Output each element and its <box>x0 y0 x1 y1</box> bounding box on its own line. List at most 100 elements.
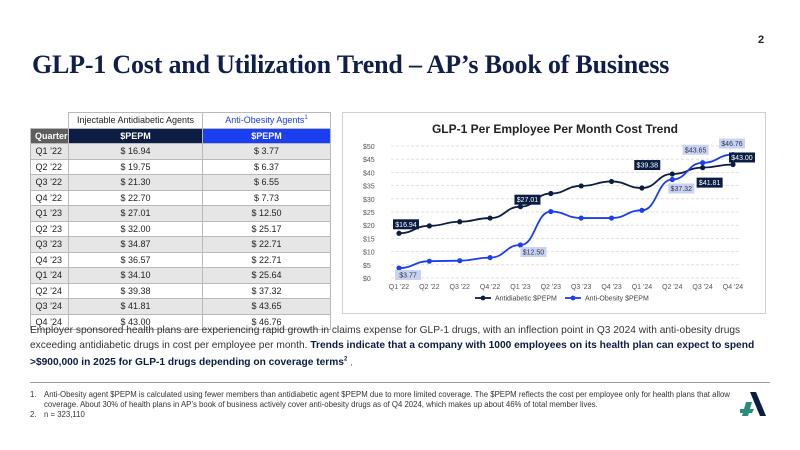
data-label: $27.01 <box>517 197 539 204</box>
quarter-cell: Q1 ’23 <box>30 205 69 222</box>
antidiabetic-cell: $ 22.70 <box>68 189 203 206</box>
table-row: Q4 ’23 $ 36.57 $ 22.71 <box>30 251 331 268</box>
table-row: Q1 ’22 $ 16.94 $ 3.77 <box>30 143 331 160</box>
x-tick-label: Q1 '24 <box>632 284 653 291</box>
y-tick-label: $35 <box>363 184 375 191</box>
summary-bold: Trends indicate that a company with 1000… <box>30 340 755 369</box>
chart-svg: GLP-1 Per Employee Per Month Cost Trend $… <box>363 122 755 303</box>
data-point <box>548 208 554 215</box>
quarter-cell: Q4 ’22 <box>30 189 69 206</box>
antiobesity-cell: $ 22.71 <box>202 236 331 253</box>
y-tick-label: $45 <box>363 157 375 164</box>
data-label-box <box>729 152 755 163</box>
data-label: $16.94 <box>395 222 417 229</box>
data-label-box <box>395 270 421 281</box>
antiobesity-cell: $ 7.73 <box>202 189 331 206</box>
y-tick-label: $10 <box>363 250 375 257</box>
data-point <box>608 178 615 185</box>
quarter-cell: Q4 ’24 <box>30 313 69 330</box>
data-point <box>578 215 584 221</box>
footnote-item: 1. Anti-Obesity agent $PEPM is calculated… <box>30 390 730 410</box>
table-row: Q1 ’23 $ 27.01 $ 12.50 <box>30 205 331 222</box>
data-point <box>457 219 463 225</box>
antiobesity-cell: $ 6.37 <box>202 158 331 175</box>
table-row: Q2 ’24 $ 39.38 $ 37.32 <box>30 282 331 299</box>
quarter-cell: Q2 ’24 <box>30 282 69 299</box>
table-row: Q4 ’24 $ 43.00 $ 46.76 <box>30 313 331 330</box>
data-label: $43.00 <box>731 155 753 162</box>
antiobesity-cell: $ 46.76 <box>202 313 331 330</box>
data-point <box>517 204 524 210</box>
data-point <box>517 242 524 248</box>
table-row: Q3 ’24 $ 41.81 $ 43.65 <box>30 298 331 315</box>
footnote-number: 2. <box>30 410 37 420</box>
legend-label: Anti-Obesity $PEPM <box>585 296 649 303</box>
x-tick-label: Q3 '23 <box>571 284 592 291</box>
table-row: Q1 ’24 $ 34.10 $ 25.64 <box>30 267 331 284</box>
data-label: $39.38 <box>637 163 659 170</box>
quarter-cell: Q3 ’22 <box>30 174 69 191</box>
pepm-table: Injectable Antidiabetic Agents Anti-Obes… <box>30 112 331 330</box>
x-tick-label: Q1 '22 <box>389 284 410 291</box>
quarter-column-header: Quarter <box>30 127 69 144</box>
table-row: Q4 ’22 $ 22.70 $ 7.73 <box>30 189 331 206</box>
footnote-text: n = 323,110 <box>44 410 85 420</box>
antiobesity-cell: $ 22.71 <box>202 251 331 268</box>
antiobesity-cell: $ 25.17 <box>202 220 331 237</box>
data-label: $41.81 <box>699 180 721 187</box>
table-row: Q3 ’22 $ 21.30 $ 6.55 <box>30 174 331 191</box>
data-label-box <box>393 219 419 230</box>
company-logo-icon <box>740 392 766 416</box>
data-label: $12.50 <box>523 250 545 257</box>
data-point <box>669 171 675 177</box>
x-tick-label: Q2 '22 <box>419 284 440 291</box>
footnote-text: Anti-Obesity agent $PEPM is calculated u… <box>44 390 730 410</box>
y-tick-label: $5 <box>363 263 371 270</box>
data-label-box <box>634 160 661 171</box>
x-tick-label: Q3 '24 <box>692 284 713 291</box>
antidiabetic-group-header: Injectable Antidiabetic Agents <box>68 112 203 129</box>
antidiabetic-cell: $ 27.01 <box>68 205 203 222</box>
quarter-cell: Q2 ’23 <box>30 220 69 237</box>
antidiabetic-pepm-header: $PEPM <box>68 127 203 144</box>
chart-title: GLP-1 Per Employee Per Month Cost Trend <box>432 122 678 136</box>
page-title: GLP-1 Cost and Utilization Trend – AP’s … <box>32 50 670 79</box>
data-point <box>700 160 706 166</box>
antidiabetic-cell: $ 41.81 <box>68 298 203 315</box>
summary-end: . <box>347 357 353 369</box>
antiobesity-group-header: Anti-Obesity Agents1 <box>202 112 331 129</box>
antiobesity-cell: $ 6.55 <box>202 174 331 191</box>
data-point <box>578 183 584 189</box>
y-tick-label: $40 <box>363 170 375 177</box>
x-tick-label: Q1 '23 <box>510 284 531 291</box>
data-label: $3.77 <box>399 273 417 280</box>
data-point <box>639 207 645 213</box>
legend-label: Antidiabetic $PEPM <box>495 296 557 303</box>
table-row: Q2 ’22 $ 19.75 $ 6.37 <box>30 158 331 175</box>
y-tick-label: $50 <box>363 144 375 151</box>
quarter-cell: Q3 ’23 <box>30 236 69 253</box>
data-label-box <box>520 247 547 257</box>
page-number: 2 <box>758 34 765 46</box>
table-row: Q2 ’23 $ 32.00 $ 25.17 <box>30 220 331 237</box>
footnote-item: 2. n = 323,110 <box>30 410 730 420</box>
data-point <box>396 265 402 271</box>
antidiabetic-cell: $ 43.00 <box>68 313 203 330</box>
data-label-box <box>719 138 745 149</box>
data-point <box>396 230 402 236</box>
data-point <box>487 215 493 221</box>
x-tick-label: Q3 '22 <box>450 284 471 291</box>
quarter-cell: Q1 ’24 <box>30 267 69 284</box>
data-point <box>548 190 554 197</box>
x-tick-label: Q4 '22 <box>480 284 501 291</box>
data-point <box>426 223 432 229</box>
cost-trend-chart: GLP-1 Per Employee Per Month Cost Trend $… <box>342 112 766 314</box>
series-line-1 <box>398 153 734 269</box>
data-label-box <box>682 144 709 155</box>
antidiabetic-cell: $ 39.38 <box>68 282 203 299</box>
data-label: $43.65 <box>685 147 707 154</box>
antidiabetic-cell: $ 36.57 <box>68 251 203 268</box>
antidiabetic-cell: $ 32.00 <box>68 220 203 237</box>
antiobesity-cell: $ 25.64 <box>202 267 331 284</box>
antiobesity-cell: $ 12.50 <box>202 205 331 222</box>
